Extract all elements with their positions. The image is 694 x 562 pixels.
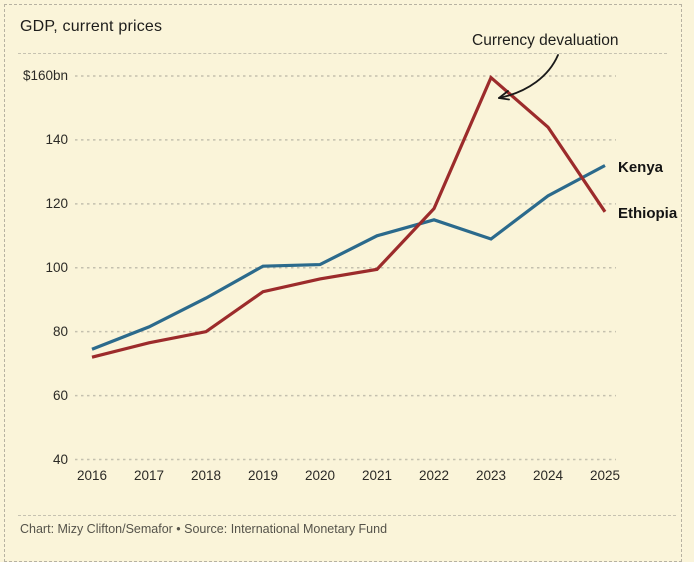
y-tick-label: 60: [52, 387, 68, 403]
x-tick-label: 2017: [133, 468, 165, 483]
x-tick-label: 2025: [589, 468, 621, 483]
y-tick-label: 100: [45, 259, 68, 275]
annotation-arrow: [498, 54, 559, 101]
y-tick-label: 40: [52, 451, 68, 467]
x-tick-label: 2018: [190, 468, 222, 483]
series-line-kenya: [91, 164, 606, 351]
x-tick-label: 2022: [418, 468, 450, 483]
x-tick-label: 2021: [361, 468, 393, 483]
y-tick-label: $160bn: [22, 68, 68, 83]
chart-title: GDP, current prices: [20, 18, 163, 35]
series-label-ethiopia: Ethiopia: [618, 205, 678, 222]
series-label-kenya: Kenya: [618, 159, 664, 176]
annotation-label: Currency devaluation: [472, 32, 619, 49]
x-tick-label: 2019: [247, 468, 279, 483]
x-tick-label: 2020: [304, 468, 336, 483]
y-tick-label: 120: [45, 195, 68, 211]
footer-divider: [18, 515, 676, 516]
chart-card: { "card": { "title": "GDP, current price…: [4, 4, 682, 562]
x-tick-label: 2016: [76, 468, 108, 483]
title-divider: [18, 53, 667, 54]
gridlines: [75, 75, 616, 461]
y-tick-label: 80: [52, 323, 68, 339]
x-tick-label: 2024: [532, 468, 564, 483]
series-line-ethiopia: [91, 74, 607, 359]
x-tick-label: 2023: [475, 468, 507, 483]
series-lines: [91, 74, 607, 359]
footer-credit: Chart: Mizy Clifton/Semafor • Source: In…: [20, 522, 388, 536]
line-chart: [75, 54, 616, 461]
y-tick-label: 140: [45, 131, 68, 147]
